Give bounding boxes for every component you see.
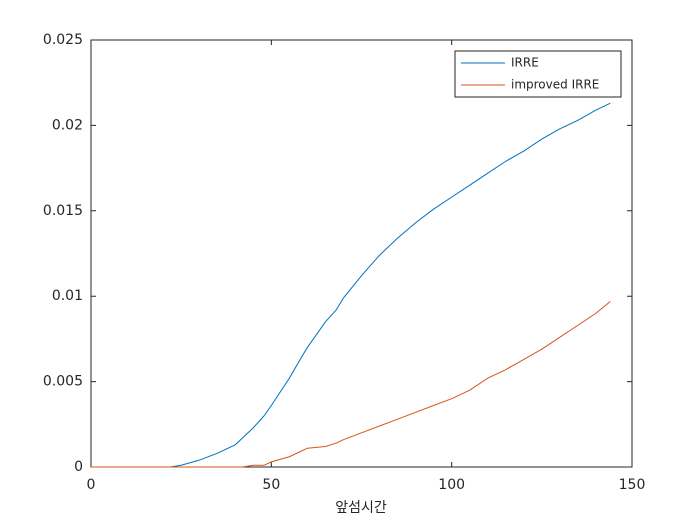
legend-label: improved IRRE <box>511 78 599 92</box>
y-tick-label: 0.025 <box>43 32 83 48</box>
x-tick-label: 150 <box>619 477 646 493</box>
x-tick-label: 100 <box>438 477 465 493</box>
line <box>91 300 611 468</box>
legend-label: IRRE <box>511 56 539 70</box>
y-tick-label: 0 <box>74 459 83 475</box>
legend-box <box>454 50 622 98</box>
y-tick-label: 0.015 <box>43 203 83 219</box>
y-tick-label: 0.005 <box>43 374 83 390</box>
x-tick-label: 0 <box>87 477 96 493</box>
x-axis-label: 앞섬시간 <box>335 500 387 516</box>
axes-box <box>90 39 633 468</box>
y-tick-label: 0.01 <box>52 288 83 304</box>
y-tick-label: 0.02 <box>52 117 83 133</box>
x-tick-label: 50 <box>262 477 280 493</box>
line <box>91 102 611 468</box>
